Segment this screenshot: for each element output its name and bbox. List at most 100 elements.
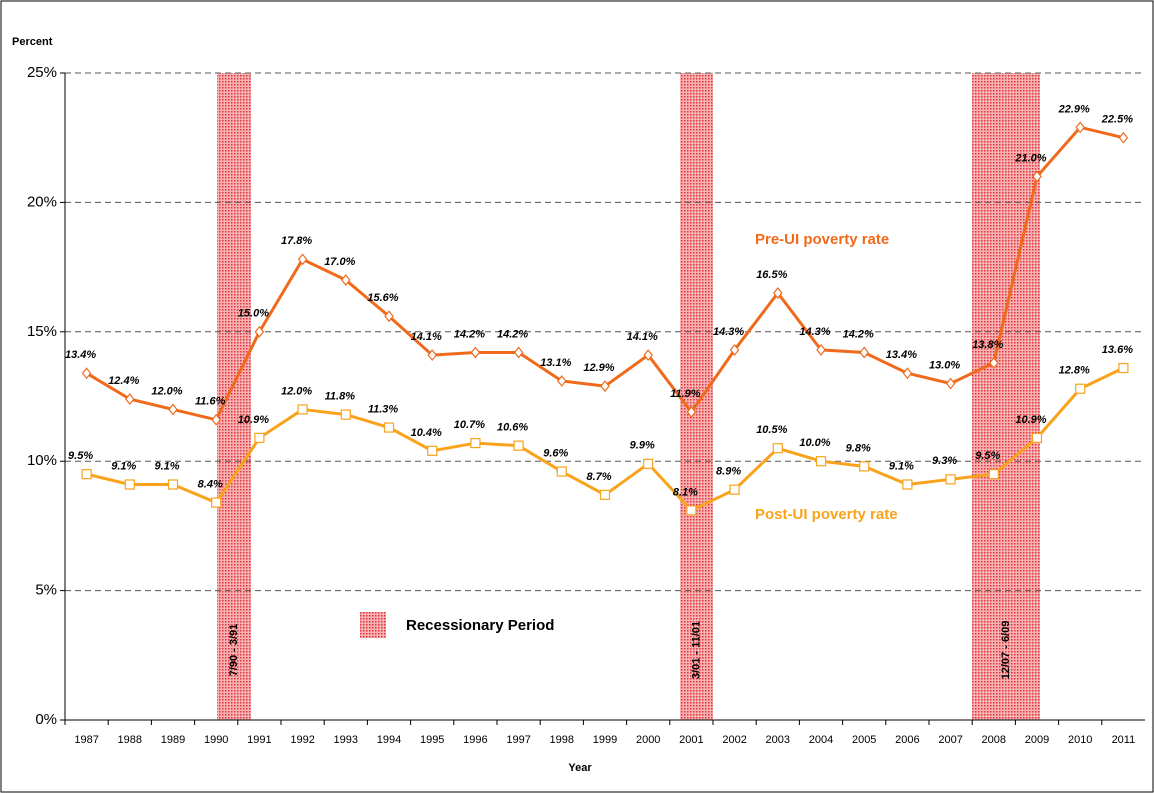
value-label: 9.1% bbox=[111, 460, 136, 472]
recession-label: 3/01 - 11/01 bbox=[690, 621, 702, 679]
value-label: 14.3% bbox=[713, 326, 744, 338]
value-label: 12.9% bbox=[583, 362, 614, 374]
value-label: 22.9% bbox=[1058, 103, 1090, 115]
series-label: Post-UI poverty rate bbox=[755, 506, 898, 523]
value-label: 14.3% bbox=[799, 326, 830, 338]
y-tick-label: 0% bbox=[35, 711, 57, 728]
x-tick-label: 1998 bbox=[550, 734, 574, 746]
x-tick-label: 2000 bbox=[636, 734, 660, 746]
marker bbox=[125, 393, 135, 406]
value-label: 14.2% bbox=[843, 328, 874, 340]
series-label: Pre-UI poverty rate bbox=[755, 231, 889, 248]
marker bbox=[599, 489, 611, 500]
recession-band bbox=[680, 73, 713, 720]
value-label: 16.5% bbox=[756, 269, 787, 281]
value-label: 10.0% bbox=[799, 437, 830, 449]
marker bbox=[513, 440, 524, 451]
y-tick-label: 25% bbox=[27, 64, 57, 81]
x-tick-label: 2011 bbox=[1112, 734, 1136, 746]
marker bbox=[81, 469, 92, 480]
x-tick-label: 1994 bbox=[377, 734, 401, 746]
marker bbox=[1118, 131, 1129, 144]
marker bbox=[124, 479, 135, 490]
x-tick-label: 1992 bbox=[290, 734, 314, 746]
value-label: 22.5% bbox=[1101, 114, 1133, 126]
value-label: 8.7% bbox=[586, 471, 611, 483]
value-label: 10.9% bbox=[1015, 414, 1046, 426]
value-label: 21.0% bbox=[1014, 152, 1046, 164]
value-label: 13.8% bbox=[972, 339, 1003, 351]
marker bbox=[384, 310, 394, 323]
value-label: 11.8% bbox=[325, 391, 356, 403]
value-label: 9.5% bbox=[68, 450, 93, 462]
value-label: 10.9% bbox=[238, 414, 269, 426]
value-label: 8.4% bbox=[198, 479, 223, 491]
marker bbox=[297, 404, 308, 415]
x-tick-label: 1999 bbox=[593, 734, 617, 746]
marker bbox=[254, 325, 265, 338]
y-axis-label: Percent bbox=[12, 36, 53, 48]
x-tick-label: 1988 bbox=[118, 734, 142, 746]
x-tick-label: 2005 bbox=[852, 734, 876, 746]
value-label: 12.4% bbox=[108, 375, 139, 387]
marker bbox=[167, 479, 179, 490]
marker bbox=[902, 367, 913, 380]
y-tick-label: 15% bbox=[27, 323, 57, 340]
value-label: 15.6% bbox=[367, 292, 398, 304]
marker bbox=[945, 377, 956, 390]
x-tick-label: 1989 bbox=[161, 734, 185, 746]
value-label: 14.1% bbox=[411, 331, 442, 343]
value-label: 10.6% bbox=[497, 422, 528, 434]
value-label: 8.1% bbox=[673, 486, 698, 498]
value-label: 8.9% bbox=[716, 466, 741, 478]
value-label: 13.0% bbox=[929, 359, 960, 371]
marker bbox=[773, 287, 783, 299]
marker bbox=[816, 343, 826, 356]
marker bbox=[643, 458, 654, 469]
recession-band bbox=[972, 73, 1040, 720]
x-tick-label: 2002 bbox=[722, 734, 746, 746]
value-label: 10.7% bbox=[454, 419, 485, 431]
marker bbox=[340, 409, 351, 420]
marker bbox=[859, 346, 869, 359]
x-tick-label: 2001 bbox=[679, 734, 703, 746]
value-label: 14.1% bbox=[627, 331, 658, 343]
marker bbox=[600, 380, 610, 393]
value-label: 12.8% bbox=[1059, 365, 1090, 377]
marker bbox=[297, 253, 308, 266]
marker bbox=[729, 343, 740, 356]
value-label: 11.6% bbox=[195, 396, 226, 408]
x-tick-label: 2009 bbox=[1025, 734, 1049, 746]
recession-band bbox=[217, 73, 251, 720]
marker bbox=[1118, 362, 1129, 374]
recession-label: 7/90 - 3/91 bbox=[228, 624, 240, 677]
value-label: 9.6% bbox=[543, 447, 568, 459]
marker bbox=[211, 413, 221, 426]
marker bbox=[686, 406, 697, 418]
value-label: 13.4% bbox=[886, 349, 917, 361]
marker bbox=[1075, 121, 1085, 134]
value-label: 9.5% bbox=[975, 450, 1000, 462]
value-label: 9.1% bbox=[154, 460, 179, 472]
marker bbox=[989, 356, 999, 369]
x-tick-label: 1996 bbox=[463, 734, 487, 746]
marker bbox=[341, 274, 351, 287]
marker bbox=[427, 349, 437, 362]
value-label: 10.4% bbox=[411, 427, 442, 439]
value-label: 15.0% bbox=[238, 308, 269, 320]
marker bbox=[470, 437, 481, 449]
x-tick-label: 2006 bbox=[895, 734, 919, 746]
legend-swatch bbox=[360, 612, 386, 638]
marker bbox=[211, 497, 222, 508]
marker bbox=[1075, 383, 1086, 394]
marker bbox=[815, 456, 827, 467]
value-label: 10.5% bbox=[756, 424, 787, 436]
marker bbox=[383, 422, 395, 433]
value-label: 14.2% bbox=[497, 328, 528, 340]
value-label: 13.4% bbox=[65, 349, 96, 361]
marker bbox=[556, 466, 567, 477]
x-tick-label: 2004 bbox=[809, 734, 833, 746]
value-label: 13.6% bbox=[1102, 344, 1133, 356]
x-tick-label: 1995 bbox=[420, 734, 444, 746]
